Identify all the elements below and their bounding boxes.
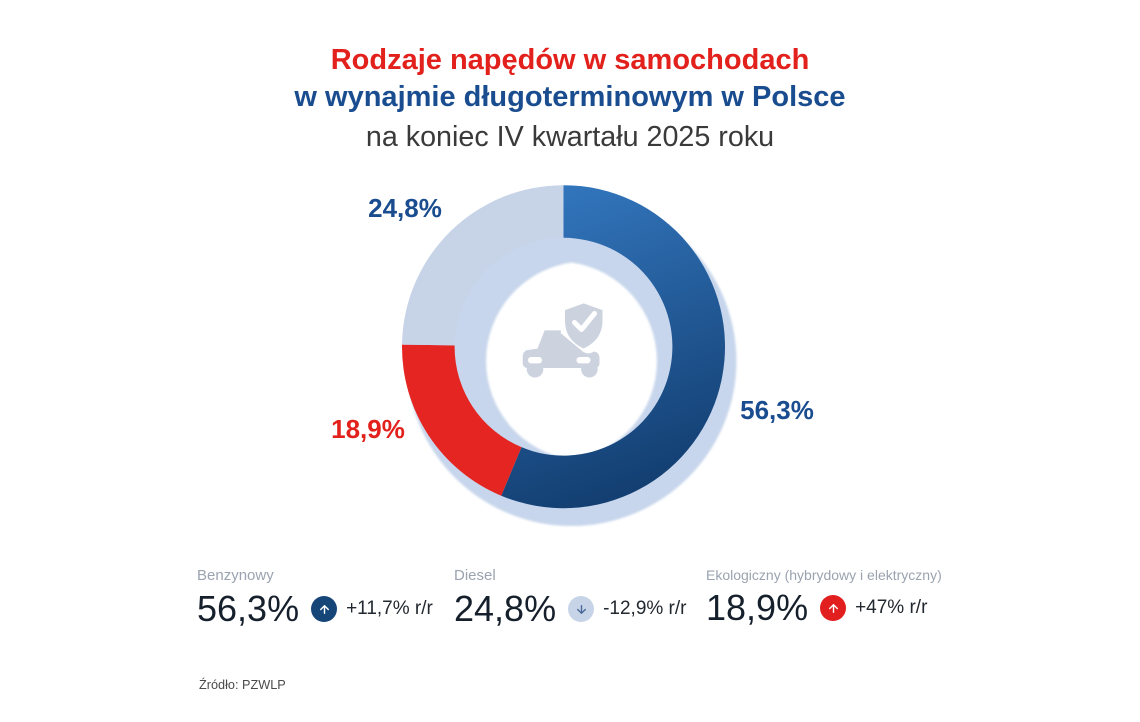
svg-text:18,9%: 18,9%	[331, 414, 405, 444]
svg-text:24,8%: 24,8%	[368, 193, 442, 223]
svg-text:56,3%: 56,3%	[740, 395, 814, 425]
